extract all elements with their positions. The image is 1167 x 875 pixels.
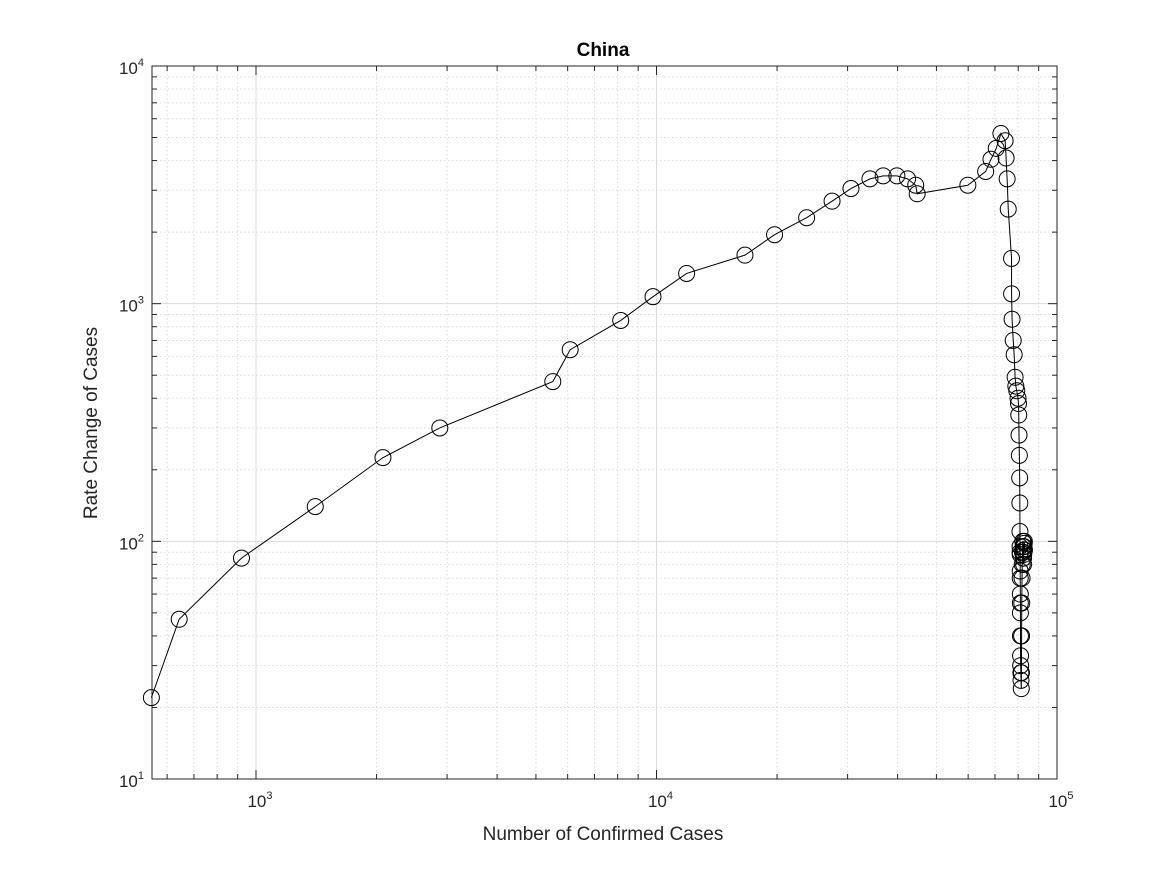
data-point (1010, 426, 1028, 444)
plot-background (152, 66, 1057, 779)
data-point (170, 610, 188, 628)
data-point (798, 209, 816, 227)
tick-marks (152, 65, 1058, 780)
data-point (1011, 604, 1029, 622)
data-point (1010, 406, 1028, 424)
chart-title: China (577, 40, 630, 61)
data-point (766, 226, 784, 244)
data-series (142, 125, 1033, 707)
data-point (1012, 664, 1030, 682)
plot-area (152, 66, 1057, 779)
data-point (678, 264, 696, 282)
data-point (888, 167, 906, 185)
axes (151, 65, 1058, 780)
data-point (1012, 647, 1030, 665)
data-point (842, 180, 860, 198)
data-point (1006, 368, 1024, 386)
x-tick-labels: 103 104 105 (247, 790, 1073, 811)
data-point (997, 149, 1015, 167)
data-point (232, 549, 250, 567)
data-point (561, 341, 579, 359)
data-point (977, 162, 995, 180)
data-point (612, 311, 630, 329)
x-tick-label: 104 (648, 790, 673, 811)
data-point (1003, 310, 1021, 328)
data-point (1013, 569, 1031, 587)
data-point (1004, 331, 1022, 349)
data-point (1011, 546, 1029, 564)
data-point (1015, 541, 1033, 559)
y-tick-label: 102 (119, 532, 144, 553)
data-point (1011, 469, 1029, 487)
data-point (1012, 671, 1030, 689)
x-tick-label: 103 (247, 790, 272, 811)
data-point (1015, 532, 1033, 550)
x-axis-label: Number of Confirmed Cases (483, 824, 724, 845)
data-point (1015, 546, 1033, 564)
data-point (306, 498, 324, 516)
data-point (861, 170, 879, 188)
data-point (1011, 494, 1029, 512)
data-point (1013, 627, 1031, 645)
data-point (1015, 555, 1033, 573)
data-point (374, 449, 392, 467)
axes-box (151, 65, 1058, 780)
y-axis-label: Rate Change of Cases (81, 327, 102, 519)
y-tick-labels: 101 102 103 104 (119, 57, 144, 791)
data-point (431, 419, 449, 437)
data-point (1010, 446, 1028, 464)
y-tick-label: 104 (119, 57, 144, 78)
data-point (982, 150, 1000, 168)
data-point (996, 132, 1014, 150)
data-point (1003, 285, 1021, 303)
data-point (544, 373, 562, 391)
data-point (999, 200, 1017, 218)
data-point (1005, 346, 1023, 364)
x-tick-label: 105 (1048, 790, 1073, 811)
data-point (907, 176, 925, 194)
data-point (736, 246, 754, 264)
data-point (644, 288, 662, 306)
data-point (1012, 657, 1030, 675)
data-point (874, 167, 892, 185)
y-tick-label: 103 (119, 295, 144, 316)
data-point (959, 176, 977, 194)
data-point (1009, 395, 1027, 413)
y-tick-label: 101 (119, 770, 144, 791)
data-point (908, 185, 926, 203)
data-point (1015, 549, 1033, 567)
data-point (1009, 389, 1027, 407)
data-point (1013, 594, 1031, 612)
data-point (1003, 249, 1021, 267)
data-point (823, 192, 841, 210)
minor-grid (152, 66, 1057, 779)
data-point (998, 170, 1016, 188)
data-point (142, 689, 160, 707)
data-point (1008, 382, 1026, 400)
